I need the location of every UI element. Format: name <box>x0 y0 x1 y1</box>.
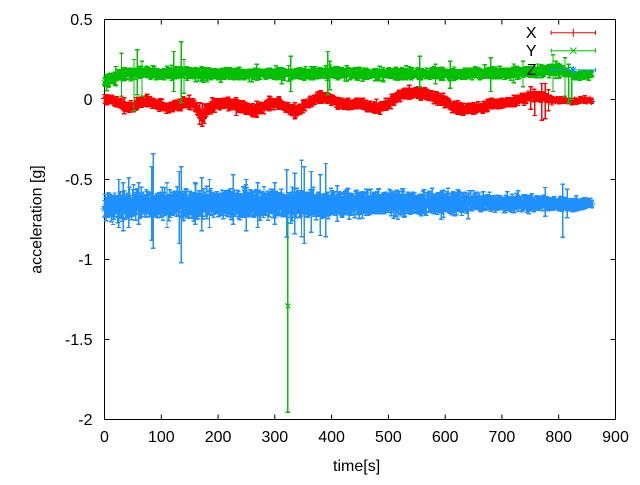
svg-text:time[s]: time[s] <box>333 458 380 475</box>
svg-text:-0.5: -0.5 <box>65 172 93 189</box>
svg-text:0: 0 <box>84 92 93 109</box>
svg-text:X: X <box>526 25 537 42</box>
svg-text:600: 600 <box>432 429 459 446</box>
svg-text:400: 400 <box>318 429 345 446</box>
svg-text:-1.5: -1.5 <box>65 332 93 349</box>
svg-text:Z: Z <box>527 62 537 79</box>
svg-text:Y: Y <box>526 43 537 60</box>
svg-text:-2: -2 <box>78 412 92 429</box>
svg-text:-1: -1 <box>78 252 92 269</box>
svg-text:100: 100 <box>148 429 175 446</box>
svg-text:0.5: 0.5 <box>70 12 92 29</box>
svg-text:800: 800 <box>545 429 572 446</box>
svg-text:900: 900 <box>602 429 629 446</box>
svg-text:500: 500 <box>375 429 402 446</box>
svg-text:200: 200 <box>205 429 232 446</box>
svg-text:acceleration [g]: acceleration [g] <box>29 165 46 274</box>
svg-text:0: 0 <box>100 429 109 446</box>
svg-text:700: 700 <box>489 429 516 446</box>
svg-text:300: 300 <box>261 429 288 446</box>
